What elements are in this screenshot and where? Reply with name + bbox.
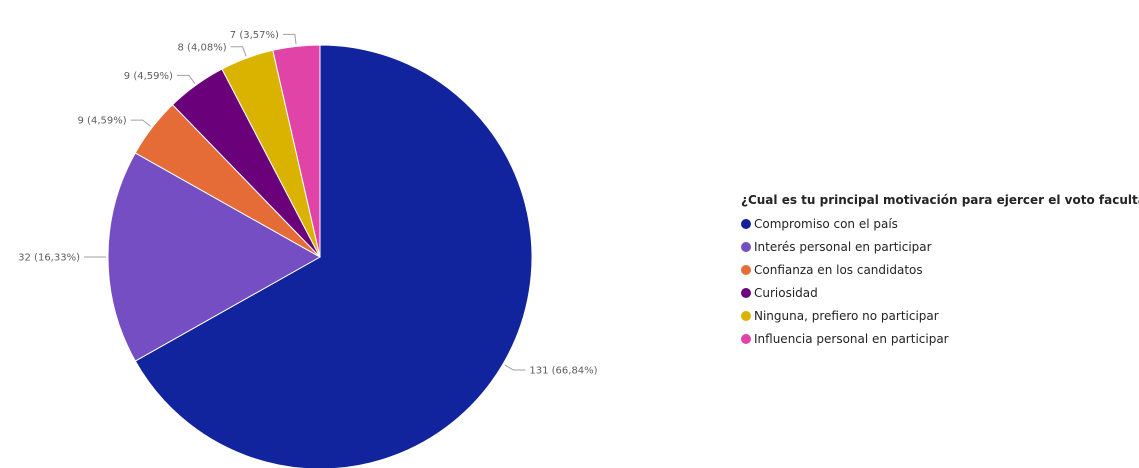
legend-items: Compromiso con el país Interés personal e…	[741, 212, 1139, 350]
leader-line-4	[230, 46, 247, 57]
legend-label: Compromiso con el país	[754, 216, 898, 231]
legend-label: Ninguna, prefiero no participar	[754, 308, 939, 323]
pie-slices	[107, 44, 533, 468]
legend-title: ¿Cual es tu principal motivación para ej…	[741, 193, 1139, 207]
legend-label: Interés personal en participar	[754, 239, 932, 254]
legend-marker-icon	[741, 264, 751, 275]
legend-marker-icon	[741, 241, 751, 252]
leader-line-0	[504, 364, 526, 371]
legend: ¿Cual es tu principal motivación para ej…	[741, 193, 1139, 350]
legend-marker-icon	[741, 218, 751, 229]
leader-line-2	[130, 119, 151, 127]
pie-slice-5[interactable]	[272, 44, 321, 258]
legend-item-4[interactable]: Ninguna, prefiero no participar	[741, 304, 1139, 327]
slice-label-2: 9 (4,59%)	[78, 116, 127, 127]
slice-label-4: 8 (4,08%)	[178, 42, 227, 53]
legend-item-0[interactable]: Compromiso con el país	[741, 212, 1139, 235]
legend-item-2[interactable]: Confianza en los candidatos	[741, 258, 1139, 281]
legend-item-1[interactable]: Interés personal en participar	[741, 235, 1139, 258]
legend-label: Influencia personal en participar	[754, 331, 949, 346]
pie-chart: 131 (66,84%) 32 (16,33%) 9 (4,59%) 9 (4,59%…	[18, 30, 598, 468]
leader-line-3	[176, 74, 196, 84]
pie-slice-1[interactable]	[107, 152, 322, 362]
legend-label: Curiosidad	[754, 285, 818, 300]
legend-item-3[interactable]: Curiosidad	[741, 281, 1139, 304]
legend-item-5[interactable]: Influencia personal en participar	[741, 327, 1139, 350]
legend-marker-icon	[741, 287, 751, 298]
leader-line-5	[282, 33, 297, 45]
legend-marker-icon	[741, 310, 751, 321]
slice-label-1: 32 (16,33%)	[18, 253, 80, 264]
legend-marker-icon	[741, 333, 751, 344]
slice-labels: 131 (66,84%) 32 (16,33%) 9 (4,59%) 9 (4,59%…	[18, 30, 598, 377]
legend-label: Confianza en los candidatos	[754, 262, 923, 277]
pie-slice-0[interactable]	[134, 44, 533, 468]
slice-label-3: 9 (4,59%)	[124, 71, 173, 82]
slice-label-5: 7 (3,57%)	[230, 30, 279, 41]
slice-label-0: 131 (66,84%)	[529, 366, 597, 377]
